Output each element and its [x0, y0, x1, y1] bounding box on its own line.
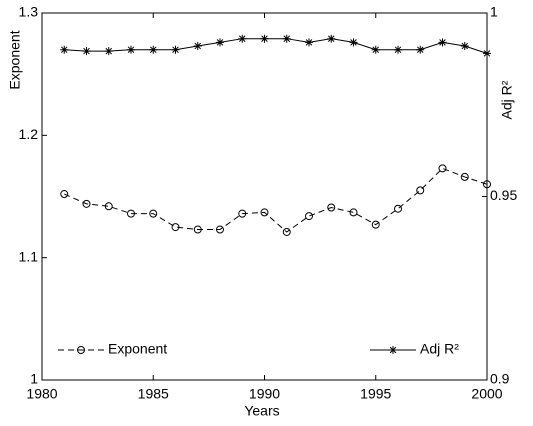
y2-tick-label: 0.95: [490, 187, 517, 203]
point-marker: [60, 190, 69, 199]
point-marker: [149, 209, 158, 218]
point-marker: [282, 34, 291, 43]
point-marker: [104, 47, 113, 56]
point-marker: [171, 223, 180, 232]
point-marker: [238, 34, 247, 43]
point-marker: [416, 45, 425, 54]
point-marker: [238, 209, 247, 218]
point-marker: [327, 34, 336, 43]
legend-label: Exponent: [108, 341, 167, 357]
series-line: [64, 167, 488, 233]
point-marker: [171, 45, 180, 54]
point-marker: [438, 164, 447, 173]
point-marker: [305, 212, 313, 221]
point-marker: [394, 45, 402, 54]
point-marker: [349, 38, 358, 47]
point-marker: [193, 225, 202, 234]
legend-label: Adj R²: [420, 341, 459, 357]
point-marker: [460, 42, 469, 51]
point-marker: [127, 45, 135, 54]
point-marker: [216, 38, 224, 47]
point-marker: [82, 47, 91, 56]
point-marker: [77, 346, 85, 354]
y-tick-label: 1: [30, 371, 38, 387]
y2-tick-label: 0.9: [490, 371, 510, 387]
point-marker: [82, 199, 91, 208]
y-tick-label: 1.3: [19, 4, 39, 20]
point-marker: [416, 186, 425, 195]
point-marker: [260, 208, 269, 217]
x-tick-label: 2000: [471, 386, 502, 402]
x-axis-label: Years: [244, 403, 279, 419]
point-marker: [260, 34, 269, 43]
point-marker: [60, 45, 69, 54]
point-marker: [104, 202, 113, 211]
point-marker: [193, 42, 202, 51]
point-marker: [483, 49, 491, 58]
x-tick-label: 1995: [360, 386, 391, 402]
x-tick-label: 1980: [26, 386, 57, 402]
point-marker: [149, 45, 158, 54]
point-marker: [282, 227, 291, 236]
series-line: [64, 38, 488, 54]
point-marker: [327, 203, 336, 212]
x-tick-label: 1985: [138, 386, 169, 402]
point-marker: [389, 346, 397, 354]
y-tick-label: 1.1: [19, 248, 39, 264]
point-marker: [460, 172, 469, 181]
y2-axis-label: Adj R²: [499, 80, 515, 119]
y-tick-label: 1.2: [19, 126, 39, 142]
y2-tick-label: 1: [490, 4, 498, 20]
point-marker: [438, 38, 447, 47]
point-marker: [371, 220, 380, 229]
x-tick-label: 1990: [249, 386, 280, 402]
point-marker: [394, 204, 402, 213]
point-marker: [349, 208, 358, 217]
y-axis-label: Exponent: [7, 30, 23, 89]
point-marker: [127, 209, 135, 218]
point-marker: [305, 38, 313, 47]
point-marker: [483, 180, 491, 189]
point-marker: [216, 225, 224, 234]
plot-frame: [41, 12, 488, 381]
point-marker: [371, 45, 380, 54]
